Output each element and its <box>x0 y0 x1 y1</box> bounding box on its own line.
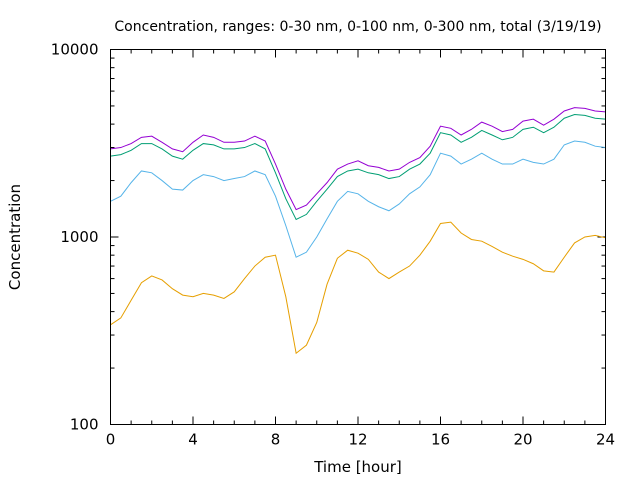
x-tick-label: 4 <box>188 431 198 449</box>
chart-title: Concentration, ranges: 0-30 nm, 0-100 nm… <box>114 19 601 35</box>
x-tick-label: 24 <box>596 431 615 449</box>
plot-frame <box>110 49 606 425</box>
y-tick-label: 10000 <box>51 41 99 59</box>
y-tick-label: 1000 <box>60 228 98 246</box>
x-tick-label: 20 <box>513 431 532 449</box>
series-line-1 <box>110 221 606 355</box>
y-axis-label: Concentration <box>6 184 24 290</box>
x-tick-label: 8 <box>271 431 281 449</box>
series-line-3 <box>110 114 606 221</box>
series-line-2 <box>110 140 606 258</box>
plot-series <box>110 107 606 355</box>
x-tick-label: 16 <box>431 431 450 449</box>
x-tick-label: 0 <box>106 431 116 449</box>
axis-ticks: 0 4 8 12 16 20 24 100 1000 10000 <box>51 41 615 449</box>
y-tick-label: 100 <box>70 416 99 434</box>
x-tick-label: 12 <box>348 431 367 449</box>
series-line-4 <box>110 107 606 211</box>
x-axis-label: Time [hour] <box>313 458 402 476</box>
